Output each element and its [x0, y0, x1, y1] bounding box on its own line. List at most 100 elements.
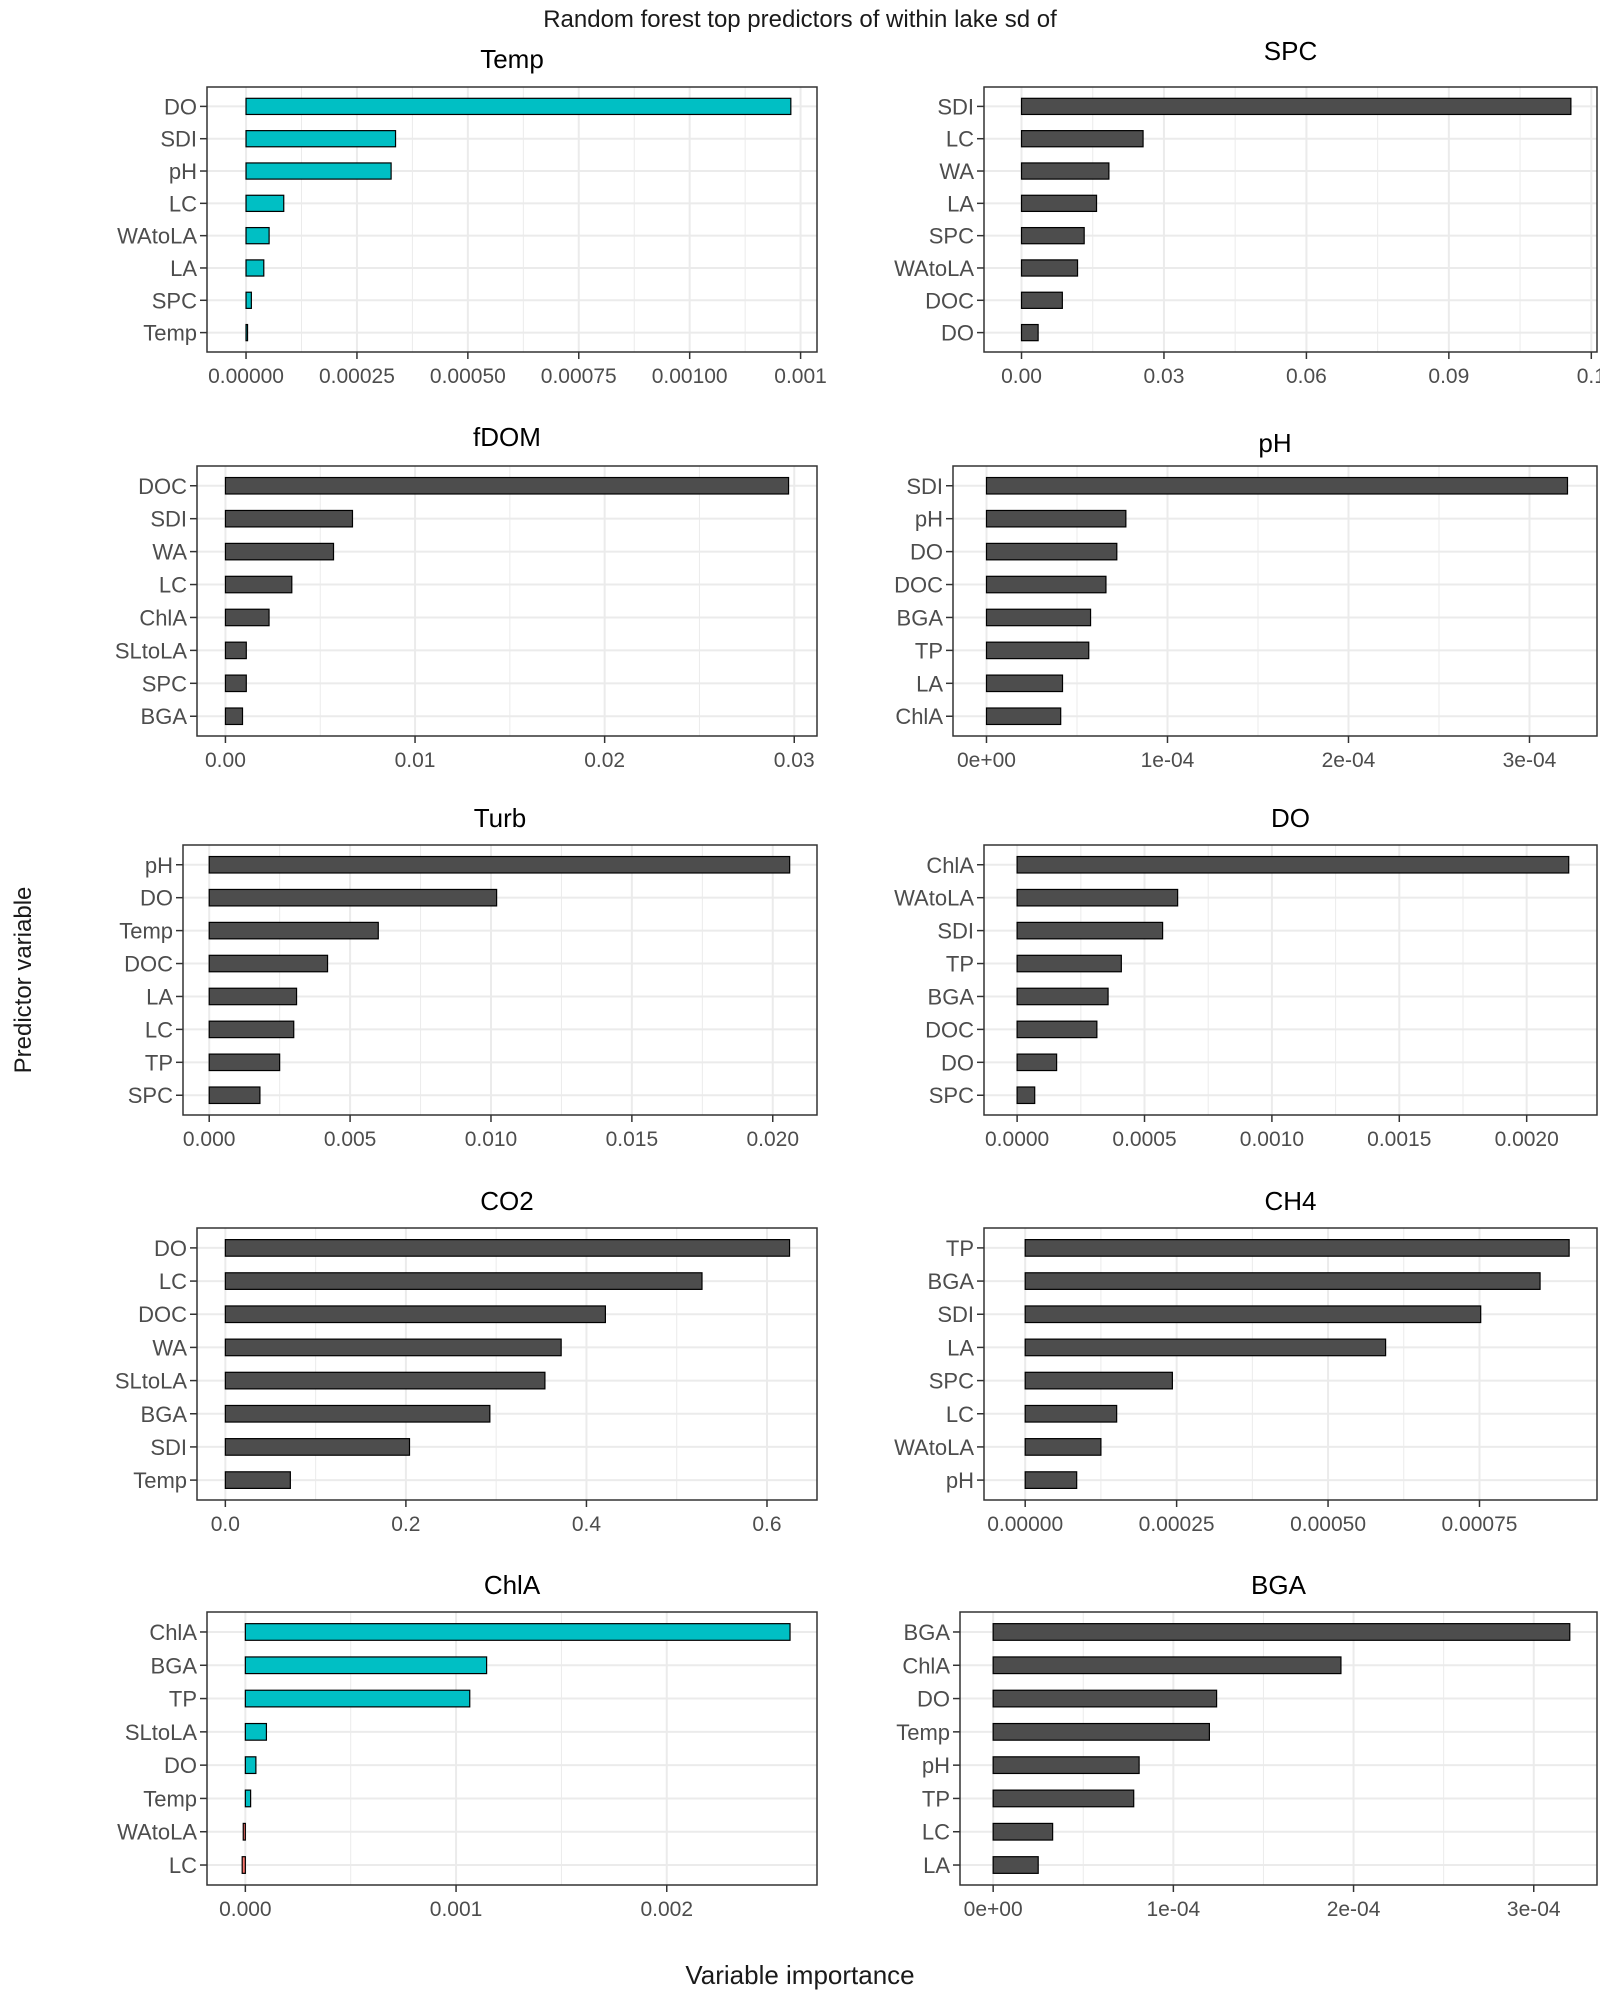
- bar-watola: [246, 228, 269, 244]
- bar-la: [986, 675, 1062, 691]
- category-label: LA: [170, 256, 197, 281]
- x-tick-label: 0.000: [183, 1128, 236, 1151]
- category-label: SLtoLA: [115, 1369, 187, 1394]
- panel-bga: BGA ChlA DO Temp pH TP LC LA 0e+00 1e-04 2e-04 3e-0…: [896, 1570, 1597, 1921]
- category-label: ChlA: [139, 605, 187, 630]
- bar-la: [209, 988, 296, 1004]
- category-label: SPC: [929, 224, 974, 249]
- x-tick-label: 0.0020: [1495, 1128, 1559, 1151]
- x-tick-label: 0.00075: [1442, 1513, 1518, 1536]
- x-tick-label: 0.0010: [1240, 1128, 1304, 1151]
- bar-wa: [225, 543, 333, 559]
- bar-tp: [209, 1054, 279, 1070]
- bar-lc: [225, 1273, 702, 1290]
- category-label: SDI: [160, 127, 197, 152]
- category-label: DOC: [124, 952, 173, 977]
- bar-sltola: [225, 642, 246, 658]
- x-tick-label: 2e-04: [1322, 749, 1376, 772]
- x-tick-label: 0.03: [1144, 365, 1185, 388]
- category-label: WAtoLA: [894, 1435, 974, 1460]
- bar-tp: [1017, 955, 1121, 971]
- category-label: ChlA: [895, 704, 943, 729]
- panel-title: Turb: [474, 803, 527, 833]
- category-label: Temp: [143, 321, 197, 346]
- bar-do: [246, 98, 791, 114]
- bar-doc: [209, 955, 327, 971]
- x-tick-label: 3e-04: [1503, 749, 1557, 772]
- category-label: LC: [145, 1017, 173, 1042]
- category-label: DO: [154, 1236, 187, 1261]
- panel-do: ChlAWAtoLASDITPBGADOCDOSPC0.0000 0.0005 0.…: [894, 803, 1597, 1151]
- category-label: WAtoLA: [894, 256, 974, 281]
- bar-bga: [245, 1657, 486, 1674]
- category-label: pH: [915, 507, 943, 532]
- bar-lc: [1025, 1405, 1116, 1422]
- x-tick-label: 2e-04: [1327, 1898, 1381, 1921]
- bar-do: [986, 543, 1116, 559]
- category-label: SDI: [150, 507, 187, 532]
- bar-sdi: [1017, 922, 1162, 938]
- x-tick-label: 0.00: [205, 749, 246, 772]
- category-label: pH: [169, 159, 197, 184]
- x-tick-label: 0.015: [606, 1128, 659, 1151]
- category-label: TP: [946, 1236, 974, 1261]
- bar-ph: [1025, 1472, 1076, 1489]
- bar-watola: [1022, 260, 1078, 276]
- category-label: pH: [922, 1753, 950, 1778]
- x-tick-label: 0.09: [1428, 365, 1469, 388]
- x-tick-label: 0.03: [774, 749, 815, 772]
- bar-spc: [1025, 1372, 1172, 1389]
- bar-chla: [245, 1624, 790, 1641]
- category-label: SDI: [150, 1435, 187, 1460]
- category-label: DO: [941, 321, 974, 346]
- bar-do: [245, 1757, 256, 1774]
- category-label: LC: [169, 1853, 197, 1878]
- x-tick-label: 0.002: [640, 1898, 693, 1921]
- bar-la: [1022, 195, 1097, 211]
- bar-sdi: [225, 1439, 409, 1456]
- bar-lc: [246, 195, 284, 211]
- x-tick-label: 1e-04: [1141, 749, 1195, 772]
- category-label: WA: [939, 159, 974, 184]
- category-label: BGA: [141, 1402, 188, 1427]
- bar-doc: [1022, 292, 1063, 308]
- category-label: pH: [946, 1468, 974, 1493]
- x-tick-label: 3e-04: [1507, 1898, 1561, 1921]
- category-label: Temp: [896, 1720, 950, 1745]
- x-tick-label: 0.2: [391, 1513, 420, 1536]
- bar-wa: [1022, 163, 1109, 179]
- category-label: LC: [922, 1820, 950, 1845]
- bar-lc: [225, 576, 291, 592]
- bar-wa: [225, 1339, 561, 1356]
- category-label: WA: [152, 540, 187, 565]
- x-tick-label: 0.00025: [1139, 1513, 1215, 1536]
- panel-background: [953, 466, 1597, 736]
- category-label: SLtoLA: [125, 1720, 197, 1745]
- x-tick-label: 0.00000: [208, 365, 284, 388]
- panel-title: pH: [1258, 428, 1291, 458]
- category-label: WAtoLA: [117, 1820, 197, 1845]
- panel-title: Temp: [480, 44, 544, 74]
- panel-background: [984, 1228, 1597, 1500]
- category-label: Temp: [133, 1468, 187, 1493]
- category-label: DOC: [894, 573, 943, 598]
- x-tick-label: 0e+00: [964, 1898, 1023, 1921]
- x-tick-label: 0.0015: [1367, 1128, 1431, 1151]
- category-label: DO: [140, 886, 173, 911]
- x-tick-label: 1e-04: [1146, 1898, 1200, 1921]
- category-label: LA: [146, 984, 173, 1009]
- panel-background: [197, 1228, 817, 1500]
- panel-chla: ChlABGATPSLtoLADOTempWAtoLALC0.000 0.001 0…: [117, 1570, 817, 1921]
- panel-turb: pH DO Temp DOC LA LC TP SPC 0.000 0.005 0.010 0.015…: [119, 803, 817, 1151]
- bar-doc: [225, 1306, 605, 1323]
- bar-do: [209, 889, 496, 905]
- x-tick-label: 0.1: [1577, 365, 1600, 388]
- bar-sdi: [225, 510, 352, 526]
- category-label: SDI: [906, 474, 943, 499]
- panel-title: CH4: [1264, 1186, 1316, 1216]
- category-label: ChlA: [926, 853, 974, 878]
- x-tick-label: 0.00: [1001, 365, 1042, 388]
- bar-ph: [246, 163, 391, 179]
- bar-lc: [1022, 131, 1144, 147]
